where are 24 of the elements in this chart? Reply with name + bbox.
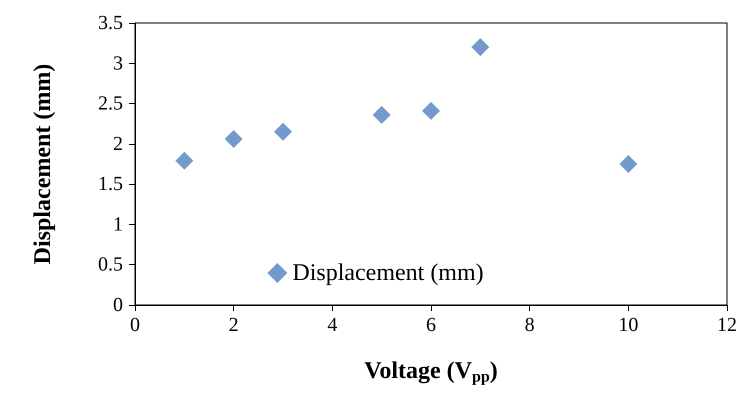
legend-label: Displacement (mm) xyxy=(292,260,484,286)
x-tick-label: 4 xyxy=(327,314,338,336)
point xyxy=(274,122,292,141)
y-tick-label: 2 xyxy=(113,132,123,155)
x-tick-label: 8 xyxy=(524,314,535,336)
y-tick-label: 1.5 xyxy=(98,173,123,196)
point xyxy=(224,130,243,148)
point xyxy=(422,102,440,120)
point xyxy=(175,152,194,170)
x-tick-label: 12 xyxy=(717,314,737,336)
point xyxy=(372,106,391,124)
x-tick-label: 6 xyxy=(426,314,436,336)
y-tick-label: 1 xyxy=(113,213,123,236)
x-tick-label: 2 xyxy=(228,314,239,336)
x-tick-label: 10 xyxy=(618,314,638,336)
y-axis-title: Displacement (mm) xyxy=(30,64,56,264)
y-tick-label: 0 xyxy=(113,294,123,316)
y-tick-label: 0.5 xyxy=(98,254,123,276)
y-tick-label: 2.5 xyxy=(98,92,123,115)
point xyxy=(471,38,490,56)
point xyxy=(619,155,638,173)
y-tick-label: 3.5 xyxy=(98,12,123,34)
x-tick-label: 0 xyxy=(130,314,140,336)
y-tick-label: 3 xyxy=(113,52,123,74)
